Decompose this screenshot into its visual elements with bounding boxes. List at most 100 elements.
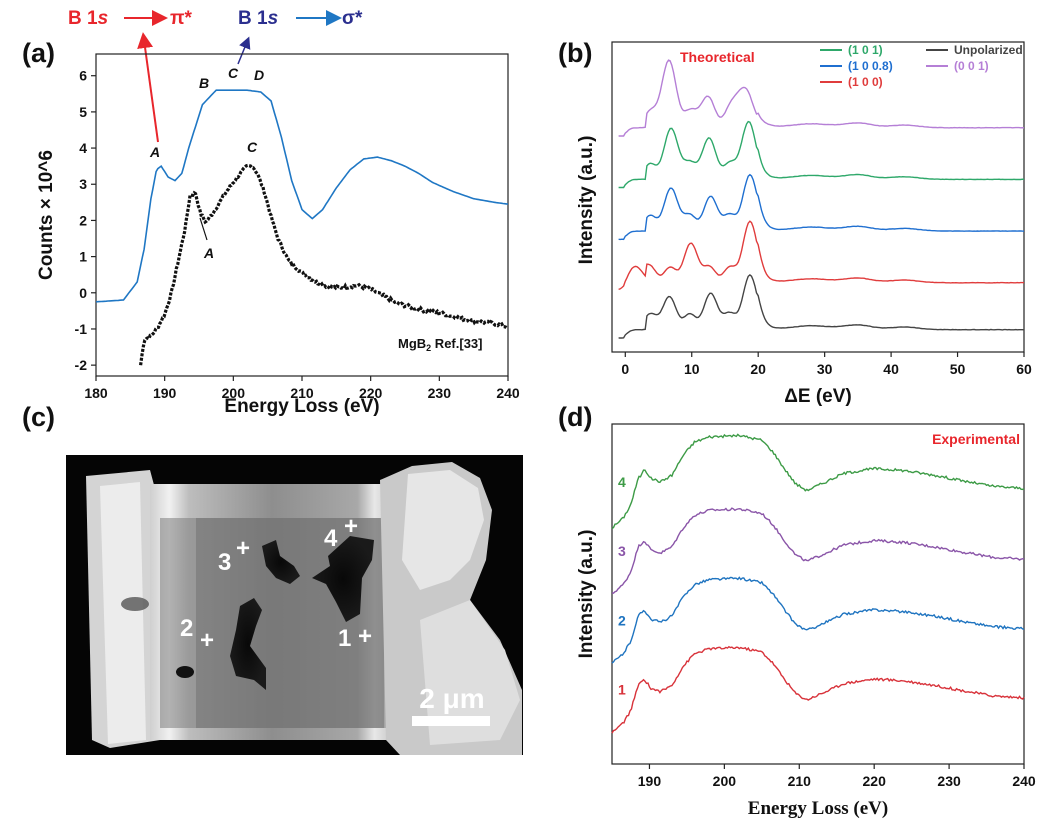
sigma-label-s: s	[268, 8, 279, 29]
chart-b-xtick-label: 20	[750, 361, 766, 377]
chart-a-ylabel: Counts × 10^6	[36, 150, 57, 280]
panel-label-c: (c)	[22, 402, 55, 432]
point-4-label: 4	[324, 525, 338, 552]
right-support-highlight	[402, 470, 484, 590]
point-3-plus: +	[236, 535, 250, 562]
blue-peak-A-label: A	[149, 144, 160, 160]
chart-b-title: Theoretical	[680, 49, 755, 65]
chart-d-xtick-label: 230	[937, 773, 961, 789]
chart-d-xtick-label: 220	[863, 773, 887, 789]
chart-d-frame	[611, 423, 1025, 765]
chart-a-ytick-label: 1	[79, 249, 87, 265]
point-4-plus: +	[344, 513, 358, 540]
chart-d-xlabel: Energy Loss (eV)	[748, 798, 888, 819]
chart-a-xtick-label: 180	[84, 385, 108, 401]
chart-d-series: 4 3 2 1	[611, 433, 1025, 734]
pi-label-b: B 1	[68, 8, 98, 29]
chart-d-ticks: 190 200 210 220 230 240	[638, 764, 1036, 789]
chart-d-series-1	[611, 645, 1025, 734]
reference-sub: 2	[426, 343, 431, 353]
chart-b-frame	[611, 41, 1025, 353]
reference-main: MgB	[398, 336, 426, 351]
chart-a-xtick-label: 200	[222, 385, 246, 401]
chart-a-ytick-label: 3	[79, 176, 87, 192]
chart-d-series-3	[611, 507, 1025, 594]
black-peak-C-label: C	[247, 139, 258, 155]
pi-label-target: π*	[170, 8, 193, 29]
chart-a-xlabel: Energy Loss (eV)	[224, 396, 379, 417]
chart-a-ytick-label: 4	[79, 140, 87, 156]
chart-b-series-2	[618, 173, 1025, 241]
hole-2	[230, 598, 266, 690]
chart-a-ytick-label: -1	[75, 321, 88, 337]
point-1-marker: 1 +	[338, 623, 372, 652]
chart-b-series-4	[618, 273, 1025, 339]
pi-label-s: s	[98, 8, 109, 29]
chart-a-xtick-label: 190	[153, 385, 177, 401]
chart-d-series-label: 4	[618, 474, 626, 490]
chart-b-ticks: 0 10 20 30 40 50 60	[621, 352, 1032, 377]
chart-b-series-0	[618, 59, 1025, 137]
point-2-label: 2	[180, 615, 193, 642]
chart-d-xtick-label: 200	[713, 773, 737, 789]
chart-a-series-blue	[95, 89, 509, 303]
pi-pointer-arrow	[137, 32, 159, 143]
chart-d-series-2	[611, 576, 1025, 664]
point-2-plus: +	[200, 627, 214, 654]
blue-peak-D-label: D	[254, 67, 264, 83]
right-support-lower	[420, 600, 520, 745]
chart-b-legend-label: (1 0 0.8)	[848, 59, 893, 73]
chart-d-xtick-label: 190	[638, 773, 662, 789]
chart-b-legend-label: Unpolarized	[954, 43, 1023, 57]
pi-star-annotation: B 1s π*	[68, 8, 193, 29]
chart-b-series-3	[618, 220, 1025, 291]
point-1-label: 1	[338, 625, 351, 652]
chart-a-ticks: 180 190 200 210 220 230 240 -2 -1 0 1 2 3 4 5 6	[75, 68, 520, 401]
chart-a-ytick-label: -2	[75, 357, 88, 373]
sigma-label-b: B 1	[238, 8, 268, 29]
chart-b-ylabel: Intensity (a.u.)	[576, 136, 597, 265]
chart-b-xtick-label: 10	[684, 361, 700, 377]
black-peak-A-pointer	[199, 217, 208, 241]
chart-b-legend-label: (1 0 0)	[848, 75, 883, 89]
point-1-plus: +	[358, 623, 372, 650]
chart-d-series-label: 3	[618, 543, 626, 559]
chart-d-xtick-label: 210	[788, 773, 812, 789]
point-4-marker: 4 +	[324, 513, 358, 552]
chart-a-xtick-label: 230	[428, 385, 452, 401]
chart-d-title: Experimental	[932, 431, 1020, 447]
black-peak-A-label: A	[203, 245, 214, 261]
svg-text:B 1s: B 1s	[68, 8, 108, 29]
point-3-marker: 3 +	[218, 535, 250, 576]
small-hole	[176, 666, 194, 678]
hole-3	[262, 540, 300, 584]
chart-a-ytick-label: 5	[79, 104, 87, 120]
point-2-marker: 2 +	[180, 615, 214, 654]
scale-bar-label: 2 μm	[419, 683, 484, 714]
chart-a: B 1s π* B 1s σ* 180 190 200 210 220 230 240-2-…	[36, 8, 520, 417]
chart-a-xtick-label: 220	[359, 385, 383, 401]
chart-a-ytick-label: 6	[79, 68, 87, 84]
sigma-label-target: σ*	[342, 8, 363, 29]
reference-label: MgB2 Ref.[33]	[398, 336, 482, 353]
chart-a-series	[95, 89, 509, 366]
chart-b-series-1	[618, 120, 1025, 189]
chart-b-xtick-label: 30	[817, 361, 833, 377]
chart-b-legend: (1 0 1) Unpolarized (1 0 0.8) (0 0 1) (1 0 0…	[820, 43, 1023, 89]
chart-d-ylabel: Intensity (a.u.)	[576, 530, 597, 659]
reference-rest: Ref.[33]	[431, 336, 482, 351]
chart-b-legend-label: (1 0 1)	[848, 43, 883, 57]
chart-a-series-black	[139, 163, 509, 366]
chart-b: 0 10 20 30 40 50 60 Theoretical (1 0 1) Unpolar…	[576, 41, 1032, 407]
point-3-label: 3	[218, 549, 231, 576]
chart-d: 190 200 210 220 230 240 4 3 2 1 Experimental Ene…	[576, 423, 1036, 819]
chart-d-series-4	[611, 433, 1025, 530]
chart-d-xtick-label: 240	[1012, 773, 1036, 789]
sigma-pointer-arrow	[237, 36, 251, 65]
chart-b-xtick-label: 60	[1016, 361, 1032, 377]
chart-a-xtick-label: 210	[290, 385, 314, 401]
chart-b-xlabel: ΔE (eV)	[784, 386, 852, 407]
chart-b-xtick-label: 40	[883, 361, 899, 377]
left-defect	[121, 597, 149, 611]
chart-a-ytick-label: 2	[79, 212, 87, 228]
